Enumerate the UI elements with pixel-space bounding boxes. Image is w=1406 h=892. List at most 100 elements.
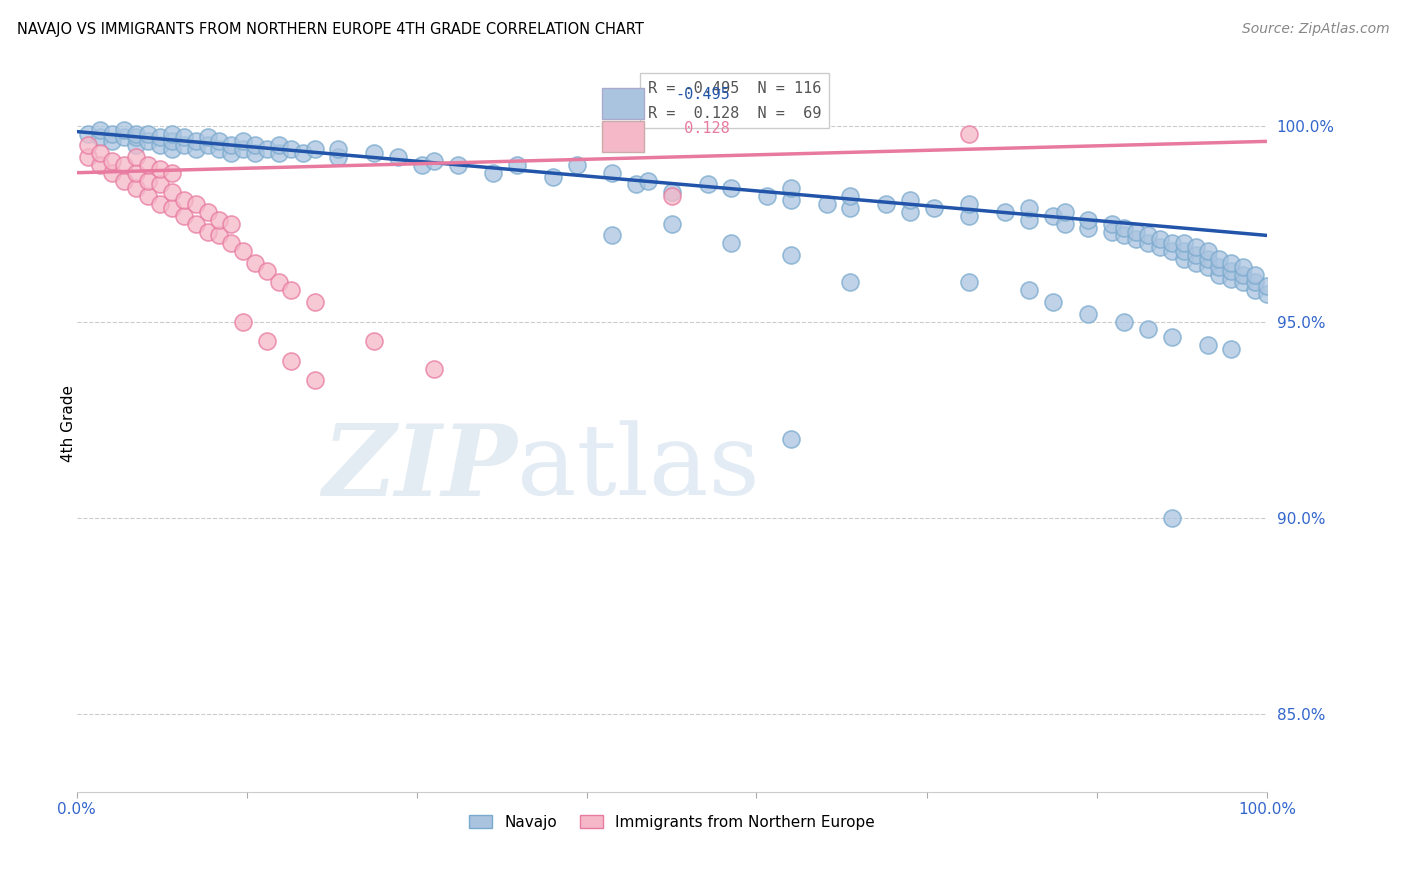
Point	[304, 374, 326, 388]
Point	[422, 153, 444, 168]
Point	[1220, 256, 1243, 270]
Point	[1149, 232, 1171, 246]
Point	[1208, 260, 1230, 274]
Text: NAVAJO VS IMMIGRANTS FROM NORTHERN EUROPE 4TH GRADE CORRELATION CHART: NAVAJO VS IMMIGRANTS FROM NORTHERN EUROP…	[17, 22, 644, 37]
Point	[600, 166, 623, 180]
Point	[779, 181, 801, 195]
Point	[720, 236, 742, 251]
Point	[160, 201, 183, 215]
Point	[221, 236, 243, 251]
Point	[136, 189, 159, 203]
Point	[815, 197, 838, 211]
Point	[1244, 283, 1267, 297]
Point	[197, 130, 219, 145]
Point	[756, 189, 779, 203]
Point	[922, 201, 945, 215]
FancyBboxPatch shape	[602, 88, 644, 120]
Text: ZIP: ZIP	[322, 419, 517, 516]
Point	[291, 146, 314, 161]
Point	[197, 138, 219, 153]
Point	[328, 150, 350, 164]
Point	[422, 361, 444, 376]
Point	[1208, 268, 1230, 282]
Point	[184, 217, 207, 231]
Point	[1197, 260, 1219, 274]
Point	[1232, 260, 1254, 274]
Point	[1160, 244, 1182, 259]
Point	[1018, 212, 1040, 227]
Point	[112, 122, 135, 136]
Point	[600, 228, 623, 243]
Point	[243, 138, 266, 153]
Point	[89, 146, 111, 161]
Point	[184, 142, 207, 156]
Point	[256, 263, 278, 277]
Point	[232, 142, 254, 156]
Point	[160, 134, 183, 148]
Point	[267, 276, 290, 290]
Point	[1114, 315, 1136, 329]
Point	[173, 130, 195, 145]
Point	[661, 189, 683, 203]
Point	[1160, 510, 1182, 524]
Point	[1114, 228, 1136, 243]
Point	[280, 283, 302, 297]
Point	[1232, 276, 1254, 290]
Point	[1173, 244, 1195, 259]
Point	[1160, 236, 1182, 251]
Point	[1125, 232, 1147, 246]
Point	[898, 193, 921, 207]
Point	[1232, 268, 1254, 282]
Point	[221, 217, 243, 231]
Point	[1042, 209, 1064, 223]
Point	[1256, 279, 1278, 293]
Point	[363, 146, 385, 161]
Point	[125, 181, 148, 195]
Point	[1220, 342, 1243, 356]
Point	[173, 193, 195, 207]
Point	[1256, 287, 1278, 301]
Point	[1125, 225, 1147, 239]
Point	[696, 178, 718, 192]
Point	[661, 217, 683, 231]
Point	[89, 130, 111, 145]
Point	[1053, 217, 1076, 231]
Point	[112, 158, 135, 172]
Legend: Navajo, Immigrants from Northern Europe: Navajo, Immigrants from Northern Europe	[463, 809, 880, 836]
Point	[101, 166, 124, 180]
Point	[1136, 322, 1159, 336]
Point	[1149, 240, 1171, 254]
Point	[1197, 244, 1219, 259]
Point	[839, 201, 862, 215]
Point	[898, 205, 921, 219]
Point	[280, 142, 302, 156]
Point	[232, 315, 254, 329]
Point	[184, 197, 207, 211]
Point	[957, 197, 980, 211]
Point	[149, 130, 172, 145]
Point	[411, 158, 433, 172]
Point	[363, 334, 385, 349]
Point	[328, 142, 350, 156]
Point	[77, 127, 100, 141]
Point	[1208, 252, 1230, 266]
Point	[994, 205, 1017, 219]
Text: -0.495: -0.495	[675, 87, 730, 102]
Point	[197, 205, 219, 219]
Point	[1220, 271, 1243, 285]
Point	[208, 228, 231, 243]
Point	[77, 150, 100, 164]
Point	[136, 134, 159, 148]
Point	[221, 146, 243, 161]
Point	[1018, 283, 1040, 297]
Point	[779, 248, 801, 262]
Point	[1173, 252, 1195, 266]
Point	[149, 138, 172, 153]
Point	[875, 197, 897, 211]
Point	[1184, 248, 1206, 262]
Point	[1077, 212, 1099, 227]
Text: Source: ZipAtlas.com: Source: ZipAtlas.com	[1241, 22, 1389, 37]
Point	[1077, 307, 1099, 321]
Point	[1018, 201, 1040, 215]
Point	[446, 158, 468, 172]
